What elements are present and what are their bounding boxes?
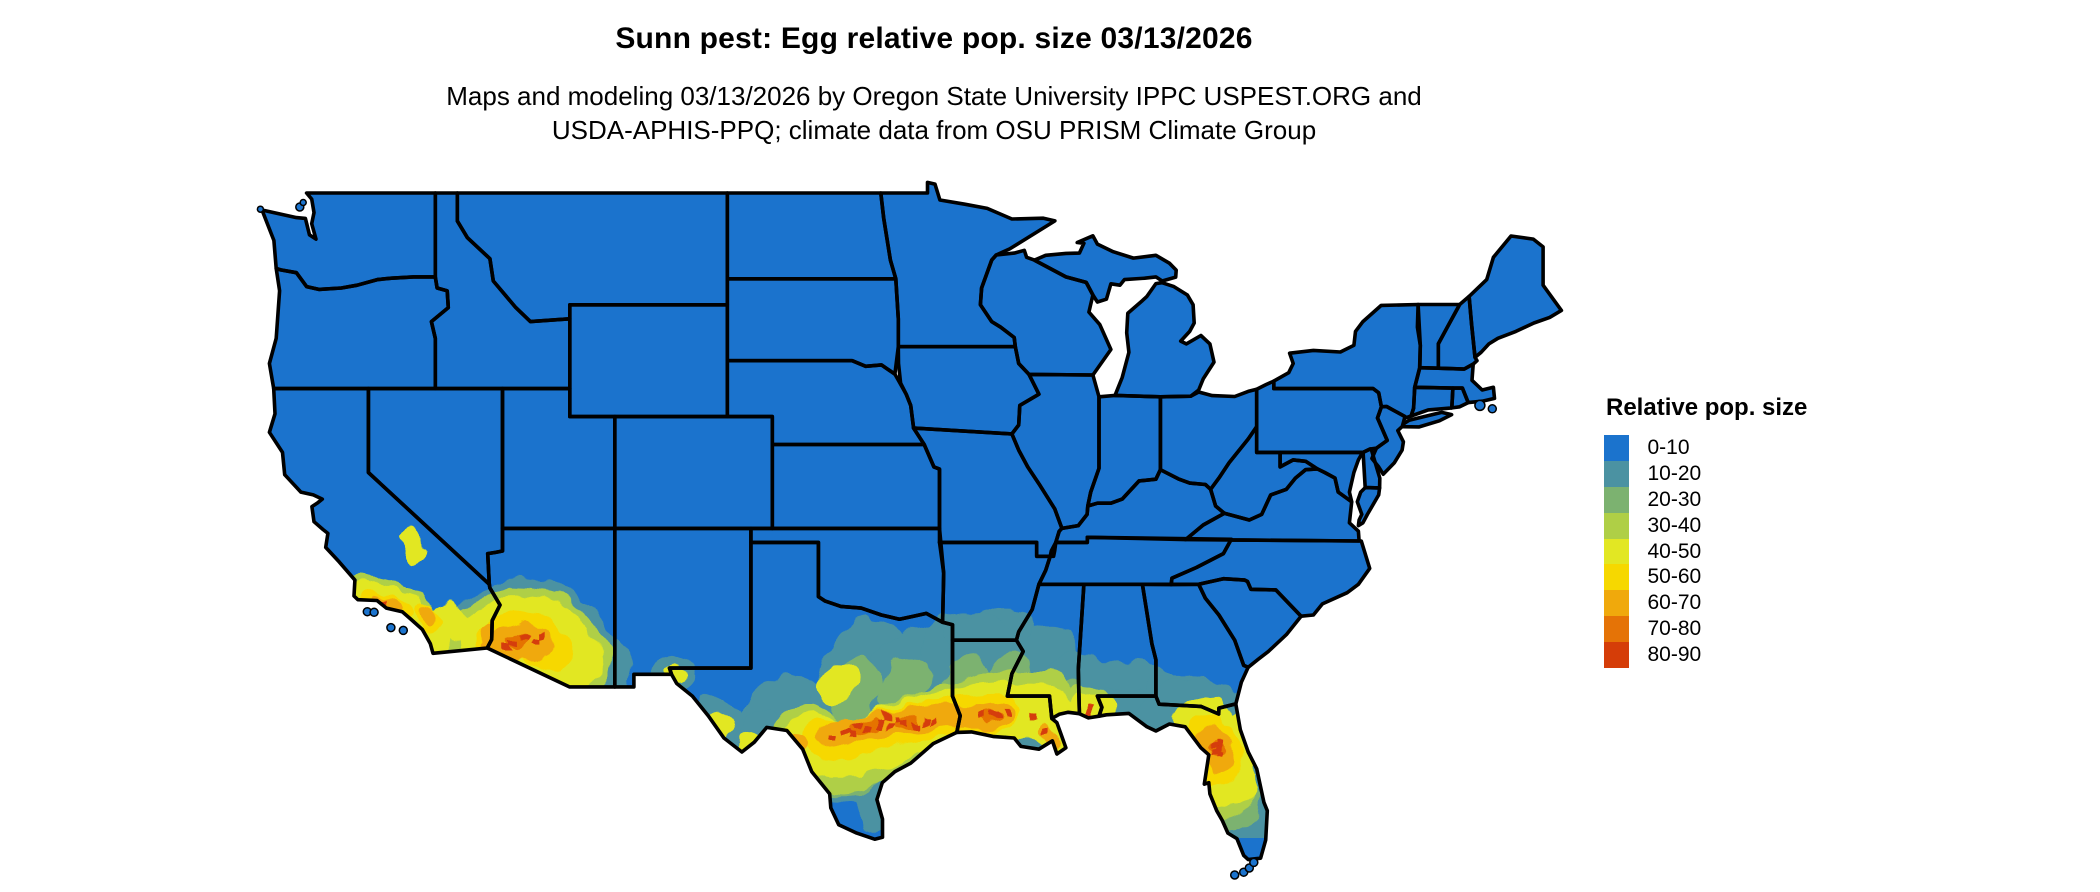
state-border-md	[1278, 450, 1365, 504]
legend-item: 50-60	[1604, 564, 1807, 591]
legend-item: 70-80	[1604, 616, 1807, 643]
state-fill-ks	[772, 444, 940, 529]
legend-item: 40-50	[1604, 538, 1807, 565]
state-fill-il	[1011, 374, 1099, 529]
legend-swatch	[1604, 616, 1629, 643]
legend-swatch	[1604, 538, 1629, 565]
state-fill-ia	[898, 346, 1039, 434]
legend-item-label: 10-20	[1647, 461, 1702, 485]
legend-swatch	[1604, 564, 1629, 591]
state-fill-ny	[1273, 304, 1421, 418]
state-fill-nh	[1438, 296, 1477, 370]
legend-item-label: 30-40	[1647, 513, 1702, 537]
legend-swatch	[1604, 435, 1629, 461]
state-border-mil	[1113, 280, 1216, 399]
legend-item: 30-40	[1604, 512, 1807, 539]
state-fill-nc	[1171, 539, 1370, 617]
state-fill-md	[1280, 452, 1364, 502]
legend-item-label: 80-90	[1647, 643, 1702, 667]
state-fill-ca	[269, 388, 500, 654]
legend-item-label: 0-10	[1647, 435, 1690, 459]
state-fill-sd	[727, 278, 899, 375]
state-border-dmv	[1355, 485, 1382, 528]
state-fill-mil	[1115, 282, 1214, 397]
state-fill-de	[1363, 449, 1380, 488]
state-border-nj	[1370, 404, 1407, 476]
state-fill-miu	[1034, 235, 1177, 302]
state-fill-ok	[750, 528, 944, 623]
state-fill-pa	[1256, 381, 1388, 453]
legend-title: Relative pop. size	[1606, 394, 1808, 421]
legend-swatch	[1604, 590, 1629, 617]
state-fill-in	[1087, 395, 1161, 506]
state-border-wi	[978, 248, 1113, 377]
state-fill-sc	[1198, 578, 1302, 668]
state-fill-wa	[262, 193, 436, 290]
state-fill-ct	[1411, 387, 1453, 416]
state-border-miu	[1032, 234, 1178, 304]
state-border-li	[1401, 410, 1454, 429]
state-fill-mn	[880, 182, 1055, 347]
population-hotspots	[337, 527, 1290, 860]
state-fill-oh	[1160, 389, 1257, 490]
state-border-az	[485, 526, 617, 689]
state-fill-ne	[727, 360, 925, 445]
state-fill-ma	[1414, 364, 1495, 403]
state-fill-me	[1469, 236, 1562, 358]
legend-item: 10-20	[1604, 460, 1807, 487]
state-border-me	[1467, 234, 1564, 360]
legend-item: 80-90	[1604, 642, 1807, 669]
state-border-fl	[1095, 694, 1270, 862]
legend-item: 20-30	[1604, 486, 1807, 513]
legend-swatch	[1604, 460, 1629, 487]
state-fill-nm	[614, 528, 751, 687]
state-fill-mo	[913, 428, 1062, 557]
state-fill-ut	[502, 388, 615, 529]
state-fill-nd	[727, 193, 896, 279]
state-borders	[260, 180, 1564, 862]
state-fill-or	[269, 268, 449, 389]
state-fill-co	[614, 416, 773, 529]
state-fill-wy	[569, 304, 728, 417]
state-fill-nv	[368, 388, 503, 585]
legend-swatch	[1604, 486, 1629, 513]
legend-swatch	[1604, 642, 1629, 669]
islands	[256, 198, 1498, 880]
legend-item-label: 20-30	[1647, 487, 1702, 511]
state-fill-ky	[1055, 469, 1225, 543]
legend-item-label: 50-60	[1647, 565, 1702, 589]
legend-item-label: 40-50	[1647, 539, 1702, 563]
legend-swatch	[1604, 512, 1629, 539]
state-fill-li	[1403, 412, 1452, 427]
state-fill-va	[1185, 468, 1360, 541]
legend-item: 60-70	[1604, 590, 1807, 617]
state-fill-mt	[457, 193, 728, 322]
legend-item-label: 60-70	[1647, 591, 1702, 615]
state-border-tx	[667, 540, 962, 841]
state-border-nc	[1169, 537, 1372, 618]
legend-item-label: 70-80	[1647, 617, 1702, 641]
state-fill-wv	[1210, 426, 1318, 520]
legend-item: 0-10	[1604, 435, 1807, 461]
legend: Relative pop. size 0-10 10-20 20-30 30-4…	[1604, 394, 1808, 669]
